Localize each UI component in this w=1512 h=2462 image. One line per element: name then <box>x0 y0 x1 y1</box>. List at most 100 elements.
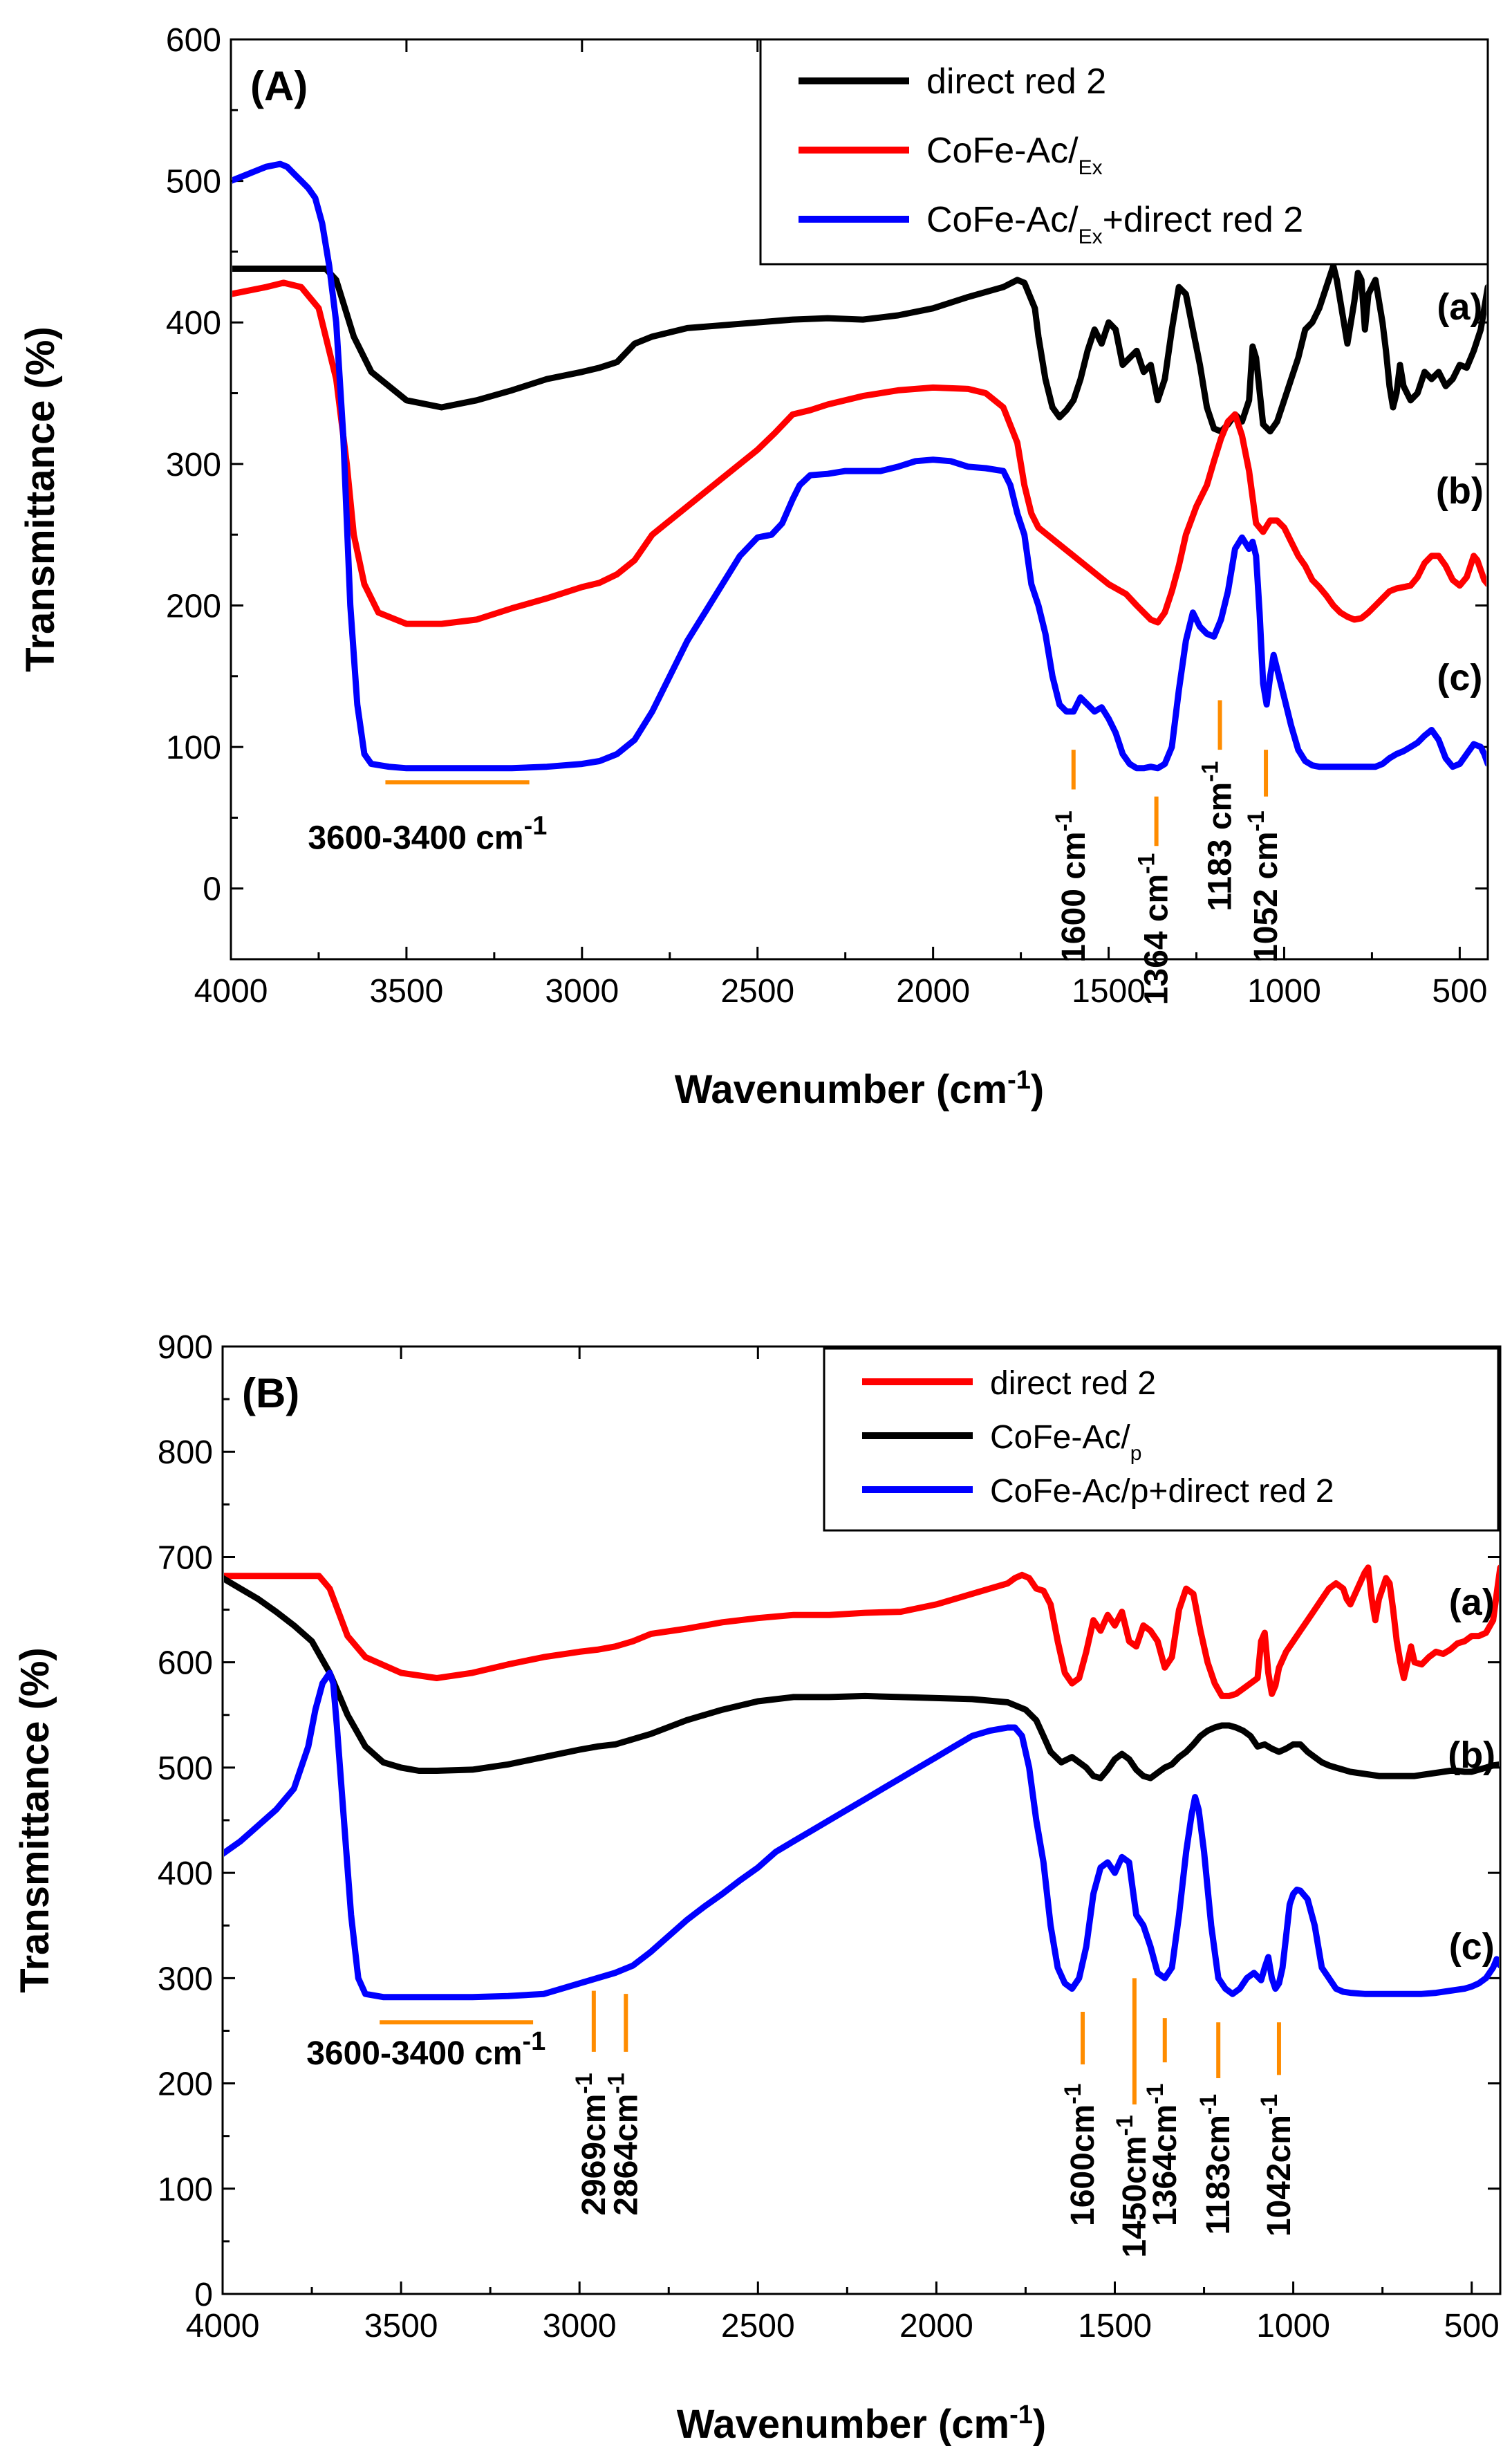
series-group <box>224 1564 1499 2001</box>
curve-label: (b) <box>1448 1734 1495 1776</box>
x-tick-label: 1500 <box>1078 2308 1152 2344</box>
peak-label: 1600cm-1 <box>1060 2084 1101 2226</box>
range-label: 3600-3400 cm-1 <box>308 811 547 856</box>
x-axis-title-sup: -1 <box>1009 2400 1033 2429</box>
peak-label: 2864cm-1 <box>603 2073 644 2215</box>
x-tick-label: 3000 <box>545 973 619 1010</box>
peak-label-sup: -1 <box>1142 2084 1168 2104</box>
peak-label-text: 1042cm <box>1261 2115 1298 2237</box>
y-axis-title: Transmittance (%) <box>12 1647 57 1993</box>
x-tick-label: 2000 <box>896 973 970 1010</box>
legend-entry: CoFe-Ac/p+direct red 2 <box>990 1473 1334 1510</box>
legend-entry-name: direct red 2 <box>926 62 1106 102</box>
curve-label: (a) <box>1437 286 1482 328</box>
peak-label-text: 1052 cm <box>1248 831 1285 963</box>
series-line-2 <box>224 1669 1499 2001</box>
legend-entry: direct red 2 <box>990 1365 1156 1402</box>
panel-label: (A) <box>250 63 308 109</box>
peak-label-sup: -1 <box>1195 2094 1222 2115</box>
curve-label: (c) <box>1437 657 1482 698</box>
y-tick-label: 300 <box>166 447 221 483</box>
panel-label: (B) <box>242 1370 299 1416</box>
peak-label-sup: -1 <box>571 2073 597 2093</box>
peak-label-sup: -1 <box>1256 2094 1282 2115</box>
legend-entry-name: direct red 2 <box>990 1365 1156 1402</box>
x-tick-label: 500 <box>1432 973 1487 1010</box>
y-axis-title: Transmittance (%) <box>18 326 63 672</box>
y-tick-label: 600 <box>158 1645 213 1682</box>
peak-label-text: 1364 cm <box>1139 874 1175 1006</box>
y-tick-label: 300 <box>158 1961 213 1997</box>
y-tick-label: 0 <box>203 871 221 908</box>
curve-label: (a) <box>1449 1582 1495 1623</box>
legend-entry-sub: Ex <box>1079 156 1103 179</box>
legend-entry: CoFe-Ac/Ex <box>926 131 1103 179</box>
peak-label-text: 2969cm <box>576 2094 613 2216</box>
x-tick-label: 1500 <box>1072 973 1146 1010</box>
y-tick-label: 400 <box>158 1855 213 1892</box>
y-tick-label: 800 <box>158 1434 213 1471</box>
peak-label-text: 1450cm <box>1117 2136 1153 2257</box>
panel-a-chart: 4000 3500 3000 2500 2000 1500 1000 500 0 100 200 30… <box>18 22 1489 1112</box>
series-line-0 <box>232 262 1486 435</box>
peak-label: 1183cm-1 <box>1195 2094 1237 2235</box>
y-tick-label: 500 <box>158 1750 213 1787</box>
x-axis-title-text: Wavenumber (cm <box>677 2402 1009 2447</box>
y-tick-label: 0 <box>194 2277 213 2313</box>
x-axis-title-text: Wavenumber (cm <box>675 1067 1007 1112</box>
y-tick-label: 700 <box>158 1539 213 1576</box>
y-tick-label: 100 <box>158 2172 213 2208</box>
y-tick-label: 900 <box>158 1329 213 1366</box>
range-label-text: 3600-3400 cm <box>306 2035 522 2072</box>
peak-label-sup: -1 <box>603 2073 629 2093</box>
legend-entry: CoFe-Ac/Ex+direct red 2 <box>926 200 1303 248</box>
x-tick-label: 3500 <box>370 973 444 1010</box>
panel-b-chart: 4000 3500 3000 2500 2000 1500 1000 500 0 100 200 30… <box>12 1329 1502 2447</box>
peak-label-sup: -1 <box>1243 811 1269 831</box>
y-tick-label: 400 <box>166 305 221 342</box>
y-tick-label: 500 <box>166 164 221 201</box>
peak-label: 1600 cm-1 <box>1051 811 1092 963</box>
x-axis-title-tail: ) <box>1031 1067 1044 1112</box>
peak-label-text: 1600cm <box>1065 2104 1101 2226</box>
peak-label: 2969cm-1 <box>571 2073 613 2215</box>
peak-label: 1364cm-1 <box>1142 2084 1184 2226</box>
x-tick-label: 2000 <box>899 2308 973 2344</box>
peak-label: 1052 cm-1 <box>1243 811 1285 963</box>
peak-label-text: 1364cm <box>1147 2104 1184 2226</box>
peak-label-sup: -1 <box>1134 853 1160 874</box>
x-axis-title-tail: ) <box>1033 2402 1046 2447</box>
peak-label: 1364 cm-1 <box>1134 853 1175 1006</box>
peak-label: 1450cm-1 <box>1112 2115 1153 2257</box>
series-group <box>232 160 1486 772</box>
legend-entry: direct red 2 <box>926 62 1106 102</box>
legend-entry-name: CoFe-Ac/ <box>926 200 1079 240</box>
legend-entry-name: CoFe-Ac/p+direct red 2 <box>990 1473 1334 1510</box>
x-axis-title: Wavenumber (cm-1) <box>675 1066 1044 1112</box>
legend-entry-name: CoFe-Ac/ <box>990 1419 1130 1456</box>
peak-label-text: 1600 cm <box>1056 831 1092 963</box>
peak-label: 1042cm-1 <box>1256 2094 1298 2237</box>
x-tick-label: 500 <box>1444 2308 1500 2344</box>
legend-entry-sub: Ex <box>1079 225 1103 248</box>
x-tick-label: 3000 <box>543 2308 617 2344</box>
range-label: 3600-3400 cm-1 <box>306 2027 545 2072</box>
x-tick-label: 2500 <box>721 2308 795 2344</box>
y-tick-label: 200 <box>158 2066 213 2103</box>
peak-label-sup: -1 <box>1112 2115 1138 2136</box>
x-tick-label: 1000 <box>1247 973 1321 1010</box>
x-tick-label: 3500 <box>364 2308 438 2344</box>
x-tick-label: 4000 <box>186 2308 260 2344</box>
peak-label-sup: -1 <box>1060 2084 1086 2104</box>
range-label-sup: -1 <box>522 2027 545 2056</box>
x-tick-label: 2500 <box>720 973 794 1010</box>
series-line-1 <box>232 279 1486 627</box>
peak-label-sup: -1 <box>1051 811 1077 831</box>
curve-label: (b) <box>1436 470 1484 512</box>
x-axis-title-sup: -1 <box>1007 1066 1031 1095</box>
legend-entry-sub: p <box>1130 1442 1142 1465</box>
legend-entry-name: CoFe-Ac/ <box>926 131 1079 171</box>
range-label-text: 3600-3400 cm <box>308 820 523 856</box>
x-tick-label: 1000 <box>1256 2308 1330 2344</box>
